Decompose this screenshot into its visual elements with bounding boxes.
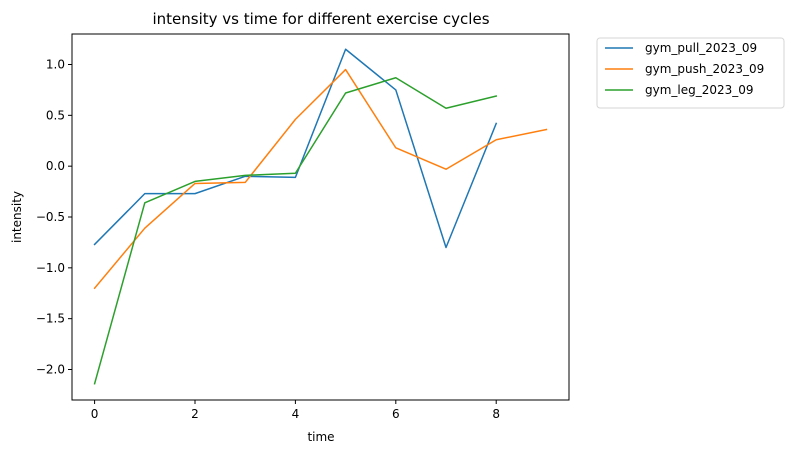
legend-frame [596,37,785,109]
y-tick-label: −0.5 [36,210,65,224]
x-tick-label: 8 [492,407,500,421]
y-axis: −2.0 −1.5 −1.0 −0.5 0.0 0.5 1.0 [36,58,72,377]
series-line-gym_pull_2023_09 [93,48,498,249]
x-tick-label: 4 [292,407,300,421]
legend: gym_pull_2023_09 gym_push_2023_09 gym_leg_… [596,37,785,109]
legend-label: gym_pull_2023_09 [645,41,757,55]
plot-area-frame [71,33,570,401]
x-tick-label: 6 [392,407,400,421]
x-tick-label: 2 [191,407,199,421]
legend-label: gym_push_2023_09 [645,62,764,76]
y-tick-label: −1.0 [36,261,65,275]
y-tick-label: 1.0 [46,58,65,72]
y-tick-label: −2.0 [36,363,65,377]
x-axis-label: time [307,430,334,444]
y-tick-label: 0.5 [46,108,65,122]
chart-title: intensity vs time for different exercise… [152,10,489,28]
y-tick-label: −1.5 [36,312,65,326]
y-tick-label: 0.0 [46,159,65,173]
x-tick-label: 0 [91,407,99,421]
y-axis-label: intensity [10,191,24,243]
series-layer [93,48,548,385]
x-axis: 0 2 4 6 8 [91,400,500,421]
series-line-gym_leg_2023_09 [93,76,498,385]
legend-label: gym_leg_2023_09 [645,83,754,97]
series-line-gym_push_2023_09 [93,68,548,290]
